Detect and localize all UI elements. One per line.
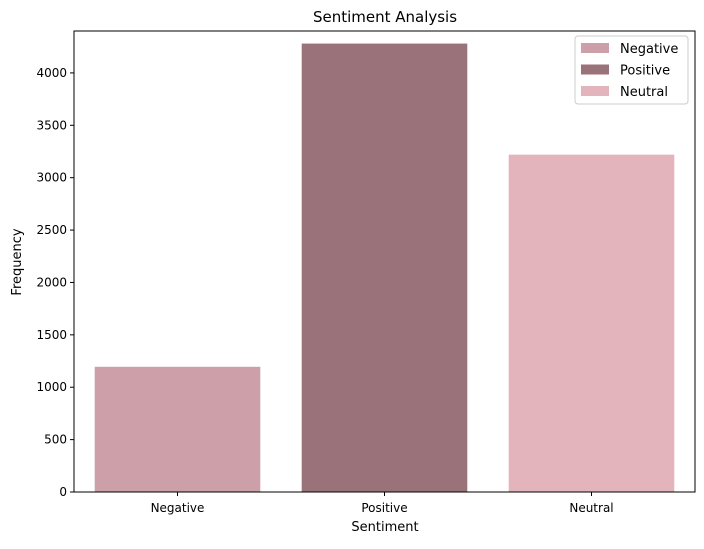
y-tick-label: 1500 — [36, 328, 67, 342]
legend: Negative Positive Neutral — [574, 35, 689, 105]
legend-label: Positive — [620, 64, 670, 79]
y-tick-label: 1000 — [36, 380, 67, 394]
legend-swatch — [581, 64, 609, 75]
y-tick-label: 4000 — [36, 66, 67, 80]
x-tick-label: Neutral — [569, 501, 613, 515]
bars — [94, 43, 675, 493]
y-tick-label: 500 — [44, 433, 67, 447]
bar-negative — [94, 366, 261, 492]
y-tick-label: 2500 — [36, 223, 67, 237]
x-axis: Negative Positive Neutral — [151, 492, 614, 515]
legend-label: Negative — [620, 42, 678, 57]
x-tick-label: Negative — [151, 501, 205, 515]
legend-swatch — [581, 86, 609, 96]
y-axis-label: Frequency — [10, 228, 25, 295]
plot-frame — [73, 30, 696, 493]
legend-label: Neutral — [620, 85, 668, 100]
bar-neutral — [508, 154, 675, 492]
y-tick-label: 0 — [59, 485, 67, 499]
bar-positive — [301, 43, 468, 493]
legend-swatch — [581, 43, 609, 53]
y-tick-label: 3500 — [36, 118, 67, 132]
chart-title: Sentiment Analysis — [313, 8, 457, 26]
y-axis: 0 500 1000 1500 2000 2500 3000 3500 4000 — [36, 66, 74, 499]
y-tick-label: 3000 — [36, 171, 67, 185]
x-axis-label: Sentiment — [351, 520, 418, 535]
x-tick-label: Positive — [361, 501, 407, 515]
y-tick-label: 2000 — [36, 275, 67, 289]
